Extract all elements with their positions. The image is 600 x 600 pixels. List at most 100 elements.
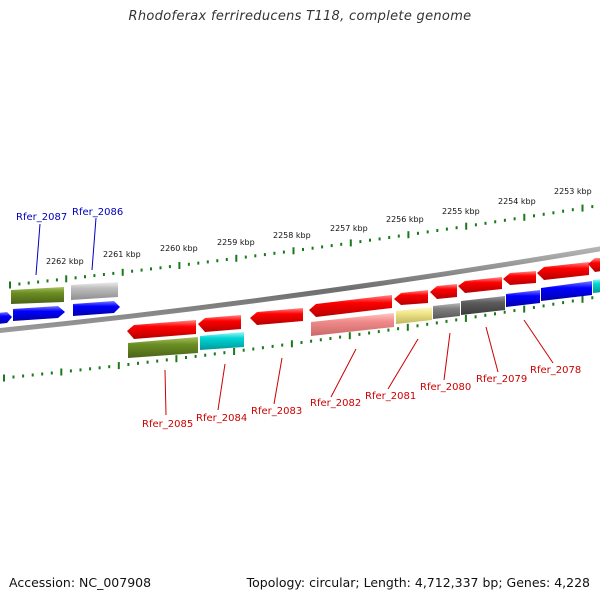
minor-tick [397, 234, 400, 238]
minor-tick [50, 371, 53, 375]
label-rfer-2081[interactable]: Rfer_2081 [365, 391, 416, 402]
scale-label-2254: 2254 kbp [498, 197, 536, 206]
minor-tick [513, 309, 516, 313]
minor-tick [435, 321, 438, 325]
cds-rfer-2084[interactable] [200, 332, 244, 350]
minor-tick [89, 367, 92, 371]
minor-tick [494, 220, 497, 224]
major-tick [178, 262, 181, 269]
major-tick [235, 254, 238, 262]
gene-rfer-2086[interactable] [71, 282, 118, 300]
minor-tick [474, 315, 477, 319]
gene-rfer-2082[interactable] [309, 295, 392, 317]
minor-tick [513, 217, 516, 221]
cds-rfer-2080[interactable] [433, 303, 460, 319]
gene-rfer-2084[interactable] [198, 315, 241, 332]
gene-forward-partial[interactable] [0, 312, 12, 324]
minor-tick [445, 227, 448, 231]
minor-tick [591, 205, 594, 209]
minor-tick [194, 354, 197, 358]
minor-tick [368, 331, 371, 335]
gene-rfer-2087-cds[interactable] [13, 306, 65, 321]
cds-partial[interactable] [593, 279, 600, 293]
scale-label-2257: 2257 kbp [330, 224, 368, 233]
gene-rfer-2086-cds[interactable] [73, 301, 120, 316]
minor-tick [254, 254, 257, 258]
cds-rfer-2081[interactable] [396, 307, 432, 324]
scale-labels: 2262 kbp 2261 kbp 2260 kbp 2259 kbp 2258… [46, 187, 592, 266]
reverse-leaders [164, 319, 554, 416]
gene-rfer-2079[interactable] [458, 277, 502, 293]
minor-tick [223, 351, 226, 355]
minor-tick [12, 375, 15, 379]
minor-tick [340, 242, 343, 246]
major-tick [464, 314, 467, 322]
minor-tick [146, 360, 149, 364]
minor-tick [84, 275, 86, 279]
scale-label-2256: 2256 kbp [386, 215, 424, 224]
minor-tick [591, 296, 594, 300]
forward-labels: Rfer_2087 Rfer_2086 [16, 207, 123, 223]
minor-tick [369, 238, 371, 242]
cds-rfer-2085[interactable] [128, 337, 198, 358]
label-rfer-2079[interactable]: Rfer_2079 [476, 374, 527, 385]
gene-rfer-2078[interactable] [503, 271, 536, 285]
label-rfer-2083[interactable]: Rfer_2083 [251, 406, 302, 417]
minor-tick [542, 304, 545, 308]
minor-tick [27, 281, 30, 285]
gene-rfer-2083[interactable] [250, 308, 303, 325]
minor-tick [271, 344, 274, 348]
label-rfer-2086[interactable]: Rfer_2086 [72, 207, 123, 218]
minor-tick [112, 271, 115, 275]
major-tick [9, 281, 11, 289]
minor-tick [311, 246, 314, 250]
scale-label-2259: 2259 kbp [217, 238, 255, 247]
minor-tick [417, 231, 419, 235]
cds-rfer-2078-a[interactable] [506, 290, 540, 307]
cds-rfer-2082[interactable] [311, 313, 394, 336]
minor-tick [310, 339, 313, 343]
gene-rfer-2077[interactable] [537, 262, 589, 280]
gene-rfer-2081[interactable] [394, 290, 428, 305]
major-tick [407, 231, 410, 239]
cds-rfer-2078-b[interactable] [541, 281, 592, 301]
scale-label-2262: 2262 kbp [46, 257, 84, 266]
label-rfer-2082[interactable]: Rfer_2082 [310, 398, 361, 409]
scale-label-2260: 2260 kbp [160, 244, 198, 253]
cds-rfer-2079[interactable] [461, 296, 505, 315]
genome-backbone [0, 246, 600, 333]
minor-tick [242, 348, 245, 352]
minor-tick [282, 250, 285, 254]
minor-tick [263, 253, 266, 257]
minor-tick [18, 282, 21, 286]
gene-reverse-partial[interactable] [588, 258, 600, 272]
minor-tick [445, 319, 448, 323]
label-rfer-2080[interactable]: Rfer_2080 [420, 382, 471, 393]
label-rfer-2078[interactable]: Rfer_2078 [530, 365, 581, 376]
minor-tick [150, 267, 152, 271]
gene-rfer-2087[interactable] [11, 287, 64, 304]
minor-tick [377, 330, 380, 334]
minor-tick [225, 258, 228, 261]
minor-tick [387, 328, 390, 332]
major-tick [60, 368, 63, 376]
minor-tick [552, 302, 555, 306]
minor-tick [388, 236, 391, 239]
major-tick [523, 213, 526, 221]
label-rfer-2087[interactable]: Rfer_2087 [16, 212, 67, 223]
major-tick [348, 332, 351, 340]
label-rfer-2085[interactable]: Rfer_2085 [142, 419, 193, 430]
major-tick [465, 222, 468, 230]
minor-tick [273, 251, 276, 255]
gene-rfer-2080[interactable] [430, 284, 457, 299]
label-rfer-2084[interactable]: Rfer_2084 [196, 413, 247, 424]
gene-rfer-2085[interactable] [127, 320, 196, 339]
minor-tick [552, 211, 555, 215]
minor-tick [159, 266, 162, 270]
major-tick [523, 305, 526, 313]
minor-tick [281, 343, 284, 347]
minor-tick [455, 226, 458, 230]
major-tick [117, 362, 120, 370]
minor-tick [46, 279, 49, 283]
